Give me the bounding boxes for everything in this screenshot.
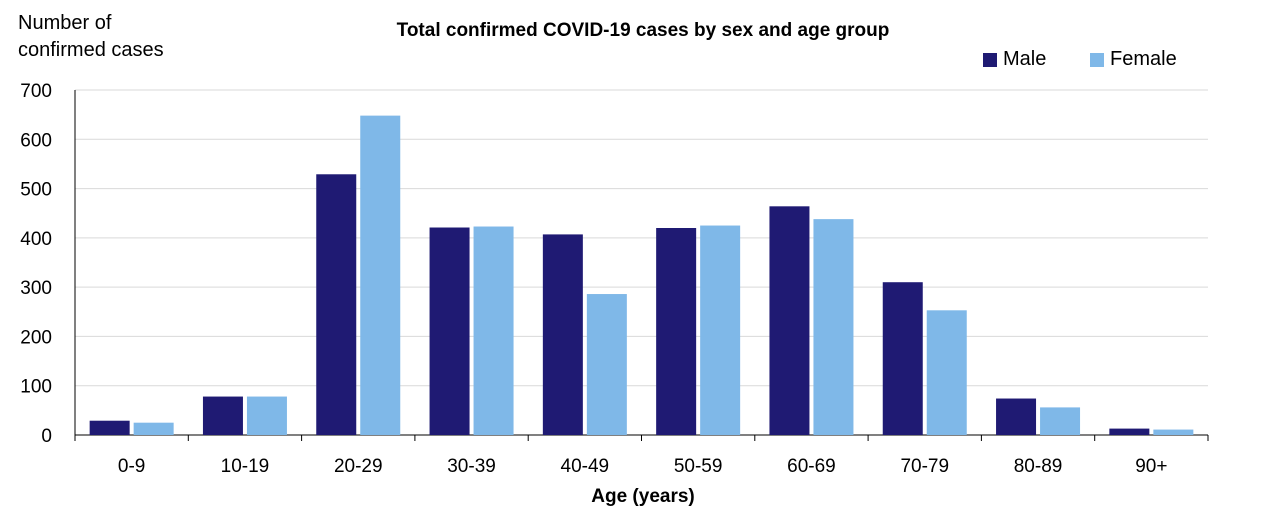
bar-male-80-89 <box>996 398 1037 435</box>
x-tick-label: 0-9 <box>118 456 145 477</box>
x-tick-label: 80-89 <box>1014 456 1063 477</box>
x-tick-label: 40-49 <box>561 456 610 477</box>
x-tick-label: 20-29 <box>334 456 383 477</box>
x-tick-label: 70-79 <box>900 456 949 477</box>
y-axis-label-line2: confirmed cases <box>18 39 164 61</box>
bar-male-20-29 <box>316 174 357 435</box>
x-tick-label: 30-39 <box>447 456 496 477</box>
bar-female-0-9 <box>133 422 174 435</box>
x-tick-label: 60-69 <box>787 456 836 477</box>
y-axis-label: Number of confirmed cases <box>18 10 164 64</box>
x-tick-label: 10-19 <box>221 456 270 477</box>
bar-female-10-19 <box>246 396 287 435</box>
bar-male-10-19 <box>202 396 243 435</box>
bar-female-30-39 <box>473 226 514 435</box>
y-axis-label-line1: Number of <box>18 12 112 34</box>
chart-title: Total confirmed COVID-19 cases by sex an… <box>396 20 890 41</box>
legend-label-female: Female <box>1110 48 1177 70</box>
bar-female-70-79 <box>926 310 967 435</box>
bar-female-20-29 <box>360 115 401 435</box>
x-axis-label: Age (years) <box>591 486 695 507</box>
bar-female-90+ <box>1153 429 1194 435</box>
y-tick-label: 700 <box>20 81 52 102</box>
x-tick-label: 90+ <box>1135 456 1167 477</box>
bar-male-0-9 <box>89 420 130 435</box>
y-tick-label: 0 <box>41 426 52 447</box>
x-tick-label: 50-59 <box>674 456 723 477</box>
bar-male-30-39 <box>429 227 470 435</box>
bar-male-40-49 <box>542 234 583 435</box>
bar-male-60-69 <box>769 206 810 435</box>
bar-female-80-89 <box>1040 407 1081 435</box>
y-tick-label: 400 <box>20 229 52 250</box>
legend-swatch-male <box>983 52 997 67</box>
bar-female-50-59 <box>700 225 741 435</box>
bar-male-70-79 <box>882 282 923 435</box>
legend-swatch-female <box>1090 52 1104 67</box>
y-tick-label: 500 <box>20 180 52 201</box>
y-tick-label: 300 <box>20 278 52 299</box>
legend-label-male: Male <box>1003 48 1047 70</box>
bar-male-90+ <box>1109 428 1150 435</box>
bar-female-40-49 <box>586 294 627 435</box>
legend-item-female: Female <box>1090 48 1177 71</box>
bar-male-50-59 <box>656 228 697 435</box>
y-tick-label: 200 <box>20 327 52 348</box>
bar-female-60-69 <box>813 219 854 435</box>
y-tick-label: 600 <box>20 130 52 151</box>
legend-item-male: Male <box>983 48 1046 71</box>
y-tick-label: 100 <box>20 377 52 398</box>
